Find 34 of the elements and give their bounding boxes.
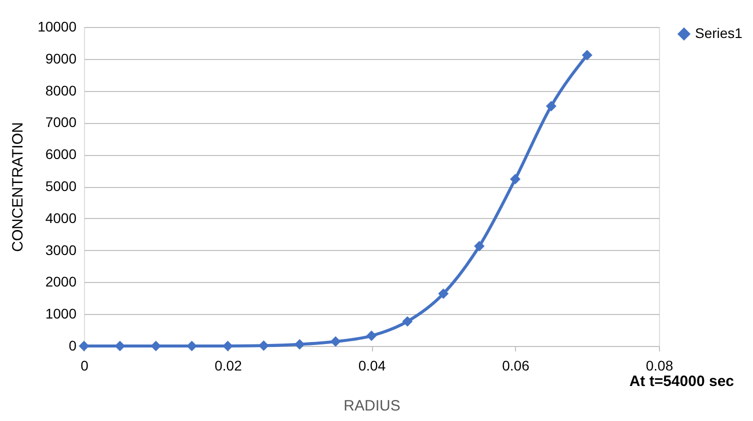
y-tick-label: 6000 xyxy=(45,146,77,162)
point xyxy=(114,340,126,352)
y-tick-label: 2000 xyxy=(45,274,77,290)
text: At t=54000 sec xyxy=(629,373,734,390)
y-tick-label: 0 xyxy=(68,338,77,354)
point xyxy=(510,174,520,184)
point xyxy=(474,240,485,252)
x-axis-title: RADIUS xyxy=(344,398,400,414)
y-tick-label: 4000 xyxy=(45,210,77,226)
x-tick-label: 0.04 xyxy=(358,358,386,374)
y-tick-label: 3000 xyxy=(45,242,77,258)
y-tick-label: 10000 xyxy=(38,18,77,34)
x-tick-label: 0.02 xyxy=(214,358,242,374)
point xyxy=(402,316,413,327)
x-tick-label: 0.08 xyxy=(646,358,674,374)
x-tick-label: 0 xyxy=(80,358,89,374)
point xyxy=(150,340,162,352)
x-tick-label: 0.06 xyxy=(502,358,530,374)
y-tick-label: 5000 xyxy=(45,178,77,194)
y-tick-label: 9000 xyxy=(45,50,77,66)
point xyxy=(294,339,305,350)
point xyxy=(222,340,233,352)
point xyxy=(546,100,556,112)
point xyxy=(582,50,592,60)
point xyxy=(366,330,377,342)
point xyxy=(78,340,90,352)
point xyxy=(330,336,341,347)
y-tick-label: 7000 xyxy=(45,114,77,130)
legend-label: Series1 xyxy=(695,25,743,41)
point xyxy=(438,288,449,299)
point xyxy=(258,340,269,351)
y-axis-title: CONCENTRATION xyxy=(10,122,27,252)
y-tick-label: 8000 xyxy=(45,82,77,98)
y-tick-label: 1000 xyxy=(45,306,77,322)
